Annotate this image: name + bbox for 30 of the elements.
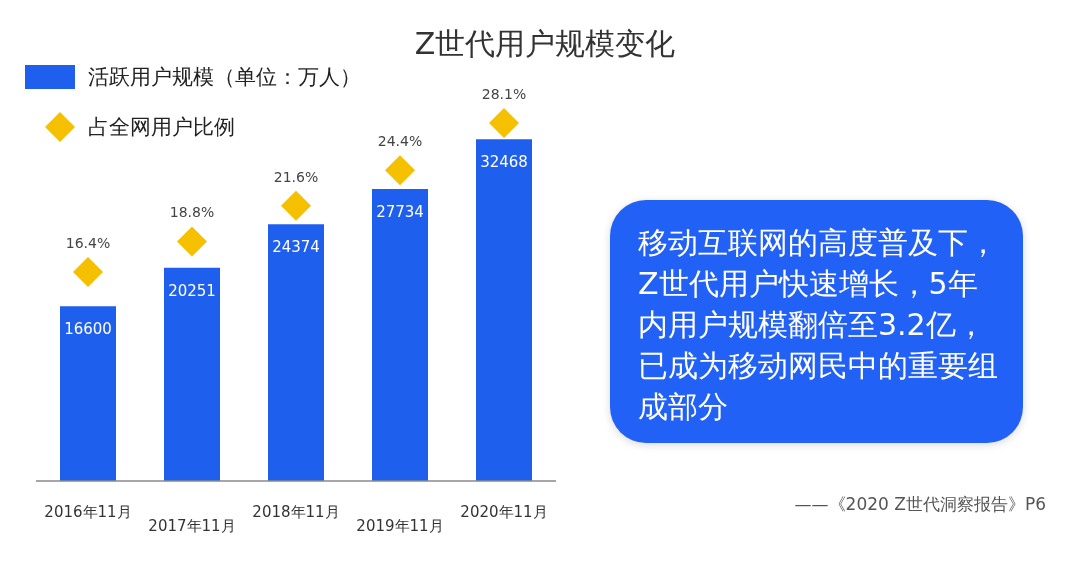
legend-label: 活跃用户规模（单位：万人） — [88, 64, 361, 91]
data-label: 18.8% — [169, 204, 215, 221]
bar — [164, 267, 220, 481]
chart-title: Z世代用户规模变化 — [413, 25, 677, 63]
bar — [60, 306, 116, 481]
point — [73, 257, 103, 288]
data-label: 21.6% — [273, 168, 319, 185]
bar — [268, 224, 324, 481]
data-label: 20251 — [168, 281, 216, 300]
x-tick-label: 2016年11月 — [44, 503, 132, 521]
data-label: 28.1% — [481, 86, 527, 102]
x-tick-label: 2019年11月 — [356, 517, 444, 535]
data-label: 16600 — [64, 320, 112, 339]
x-tick-label: 2017年11月 — [148, 517, 236, 535]
data-label: 16.4% — [65, 235, 111, 252]
bar — [476, 139, 532, 481]
point — [385, 155, 415, 186]
point — [489, 108, 519, 138]
legend-label: 占全网用户比例 — [88, 114, 235, 141]
text: 移动互联网的高度普及下，Z世代用户快速增长，5年内用户规模翻倍至3.2亿，已成为移动网民中的重要组成部分 — [610, 200, 1023, 443]
data-label: 32468 — [480, 153, 528, 172]
data-label: 27734 — [376, 202, 424, 221]
bar — [372, 188, 428, 481]
data-label: 24.4% — [377, 133, 423, 150]
x-tick-label: 2020年11月 — [460, 503, 548, 521]
point — [281, 190, 311, 221]
text: ——《2020 Z世代洞察报告》P6 — [794, 493, 1046, 516]
x-tick-label: 2018年11月 — [252, 503, 340, 521]
data-label: 24374 — [272, 238, 320, 257]
point — [177, 226, 207, 257]
